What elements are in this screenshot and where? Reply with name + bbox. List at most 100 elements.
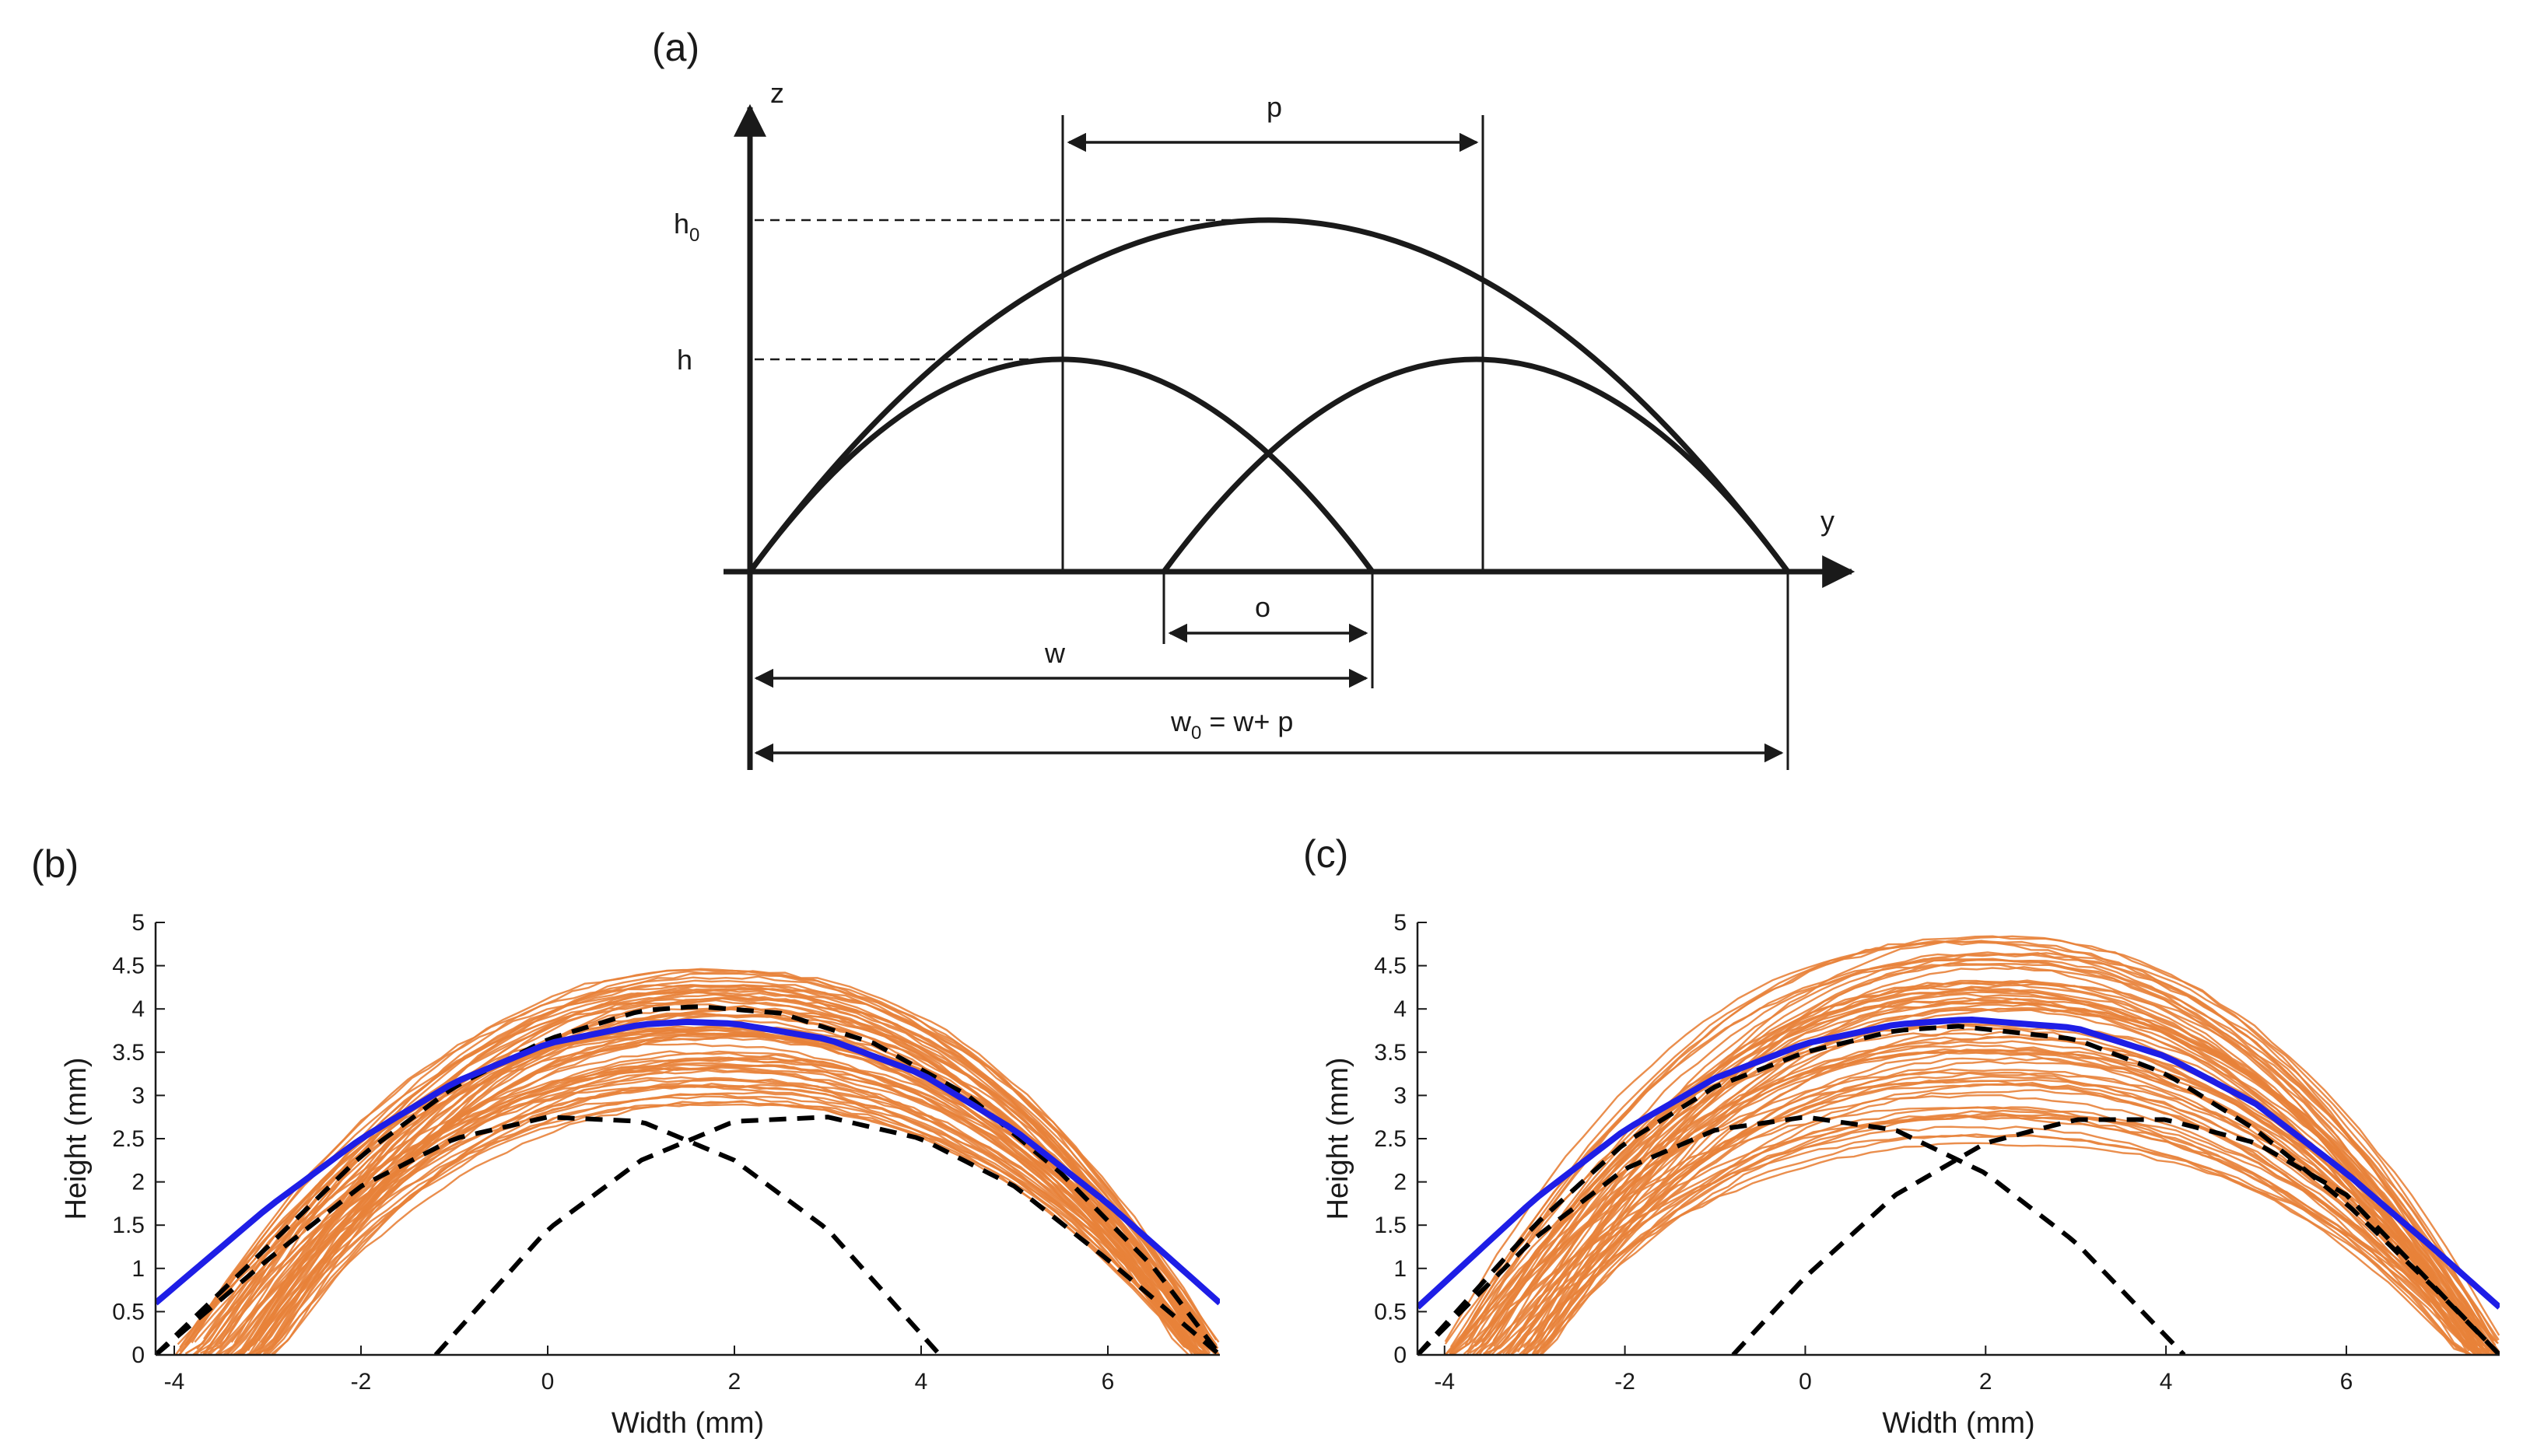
panel-b: (b) 0 0.5 1 1.5 2 2.5 3 3.5 4 4.5 5 -4 -2 0 2 4 6 Width (… (31, 842, 1220, 1440)
y-tick-label: 4 (131, 996, 145, 1022)
y-tick-label: 2.5 (1374, 1126, 1407, 1152)
x-tick-label: -4 (1434, 1369, 1455, 1395)
y-tick-label: 3 (131, 1083, 145, 1108)
y-tick-label: 1 (131, 1256, 145, 1282)
y-tick-label: 3 (1393, 1083, 1407, 1108)
measured-profile-line (217, 1084, 1190, 1355)
y-tick-label: 2.5 (112, 1126, 145, 1152)
model-dashed-line-2 (1731, 1117, 2500, 1355)
y-tick-label: 1 (1393, 1256, 1407, 1282)
panel-c-label: (c) (1303, 832, 1348, 876)
measured-profile-line (219, 993, 1211, 1354)
x-tick-label: 6 (2340, 1369, 2353, 1395)
w-label: w (1044, 637, 1066, 669)
fit-line (1417, 1016, 2500, 1310)
plot-area-b (156, 968, 1220, 1355)
measured-profile-line (1532, 1109, 2473, 1355)
x-axis-title: Width (mm) (611, 1407, 764, 1440)
measured-profile-line (208, 979, 1215, 1355)
x-tick-label: 6 (1102, 1369, 1115, 1395)
x-tick-label: 4 (2160, 1369, 2173, 1395)
measured-profile-line (255, 1078, 1194, 1355)
bead-right-curve (1162, 356, 1790, 574)
measured-profile-line (1486, 1044, 2482, 1355)
y-axis-title: Height (mm) (1322, 1057, 1354, 1220)
x-tick-label: 0 (541, 1369, 555, 1395)
model-dashed-line-2 (433, 1115, 1220, 1355)
model-dashed-line-0 (156, 1004, 1220, 1355)
y-tick-label: 5 (1393, 910, 1407, 936)
measured-profile-line (1523, 1060, 2486, 1355)
measured-profile-line (207, 968, 1193, 1355)
measured-profile-line (1495, 980, 2493, 1355)
measured-profile-line (203, 1062, 1216, 1355)
measured-profile-line (1542, 1114, 2470, 1355)
o-label: o (1255, 591, 1270, 623)
h-label: h (677, 344, 692, 376)
measured-profile-line (272, 987, 1211, 1355)
envelope-bead-curve (748, 217, 1790, 574)
fit-line (156, 1018, 1220, 1306)
measured-profile-line (1459, 998, 2497, 1355)
panel-a-label: (a) (652, 26, 699, 69)
y-tick-label: 5 (131, 910, 145, 936)
model-dashed-line-0 (1417, 1024, 2500, 1355)
measured-profile-line (1456, 957, 2495, 1355)
panel-a-diagram: (a) z y h0 h p o w w0 = w+ p (652, 26, 1855, 770)
y-tick-label: 3.5 (1374, 1040, 1407, 1066)
x-tick-label: -4 (164, 1369, 185, 1395)
measured-profile-line (1463, 988, 2478, 1355)
y-tick-label: 4.5 (1374, 954, 1407, 979)
bead-left-curve (748, 356, 1375, 574)
y-axis-label: y (1820, 505, 1834, 537)
measured-profile-line (1478, 982, 2480, 1355)
measured-profile-line (1469, 1048, 2500, 1354)
measured-profile-line (1541, 1089, 2476, 1355)
x-tick-label: -2 (351, 1369, 372, 1395)
y-tick-label: 3.5 (112, 1040, 145, 1066)
plot-area-c (1417, 935, 2500, 1355)
measured-profile-line (1483, 1142, 2495, 1355)
measured-profile-line (257, 984, 1197, 1354)
measured-profile-line (1531, 1083, 2479, 1355)
y-tick-label: 4.5 (112, 954, 145, 979)
measured-profile-line (1522, 979, 2469, 1355)
y-tick-label: 0 (131, 1342, 145, 1368)
x-tick-label: 2 (728, 1369, 741, 1395)
measured-profile-line (235, 970, 1207, 1355)
model-dashed-line-1 (156, 1115, 942, 1355)
measured-profile-line (247, 987, 1210, 1355)
measured-profile-line (1502, 954, 2496, 1355)
y-tick-label: 2 (1393, 1170, 1407, 1195)
panel-c: (c) 0 0.5 1 1.5 2 2.5 3 3.5 4 4.5 5 -4 -2 0 2 4 6 Width (… (1303, 832, 2500, 1440)
measured-profile-line (240, 1101, 1189, 1355)
measured-profile-line (238, 1083, 1217, 1355)
measured-profile-line (1536, 966, 2481, 1355)
panel-b-label: (b) (31, 842, 79, 886)
measured-profile-line (230, 1050, 1207, 1355)
x-tick-label: -2 (1614, 1369, 1635, 1395)
y-tick-label: 0.5 (112, 1299, 145, 1325)
x-tick-label: 2 (1979, 1369, 1992, 1395)
z-axis-label: z (770, 77, 784, 109)
y-tick-label: 0.5 (1374, 1299, 1407, 1325)
measured-profile-line (1449, 964, 2482, 1355)
y-tick-label: 0 (1393, 1342, 1407, 1368)
y-tick-label: 1.5 (112, 1213, 145, 1238)
x-tick-label: 4 (915, 1369, 928, 1395)
y-tick-label: 2 (131, 1170, 145, 1195)
y-tick-label: 4 (1393, 996, 1407, 1022)
x-tick-label: 0 (1799, 1369, 1812, 1395)
measured-profile-line (1539, 1007, 2490, 1355)
measured-profile-line (1523, 1078, 2485, 1355)
plot-c: 0 0.5 1 1.5 2 2.5 3 3.5 4 4.5 5 -4 -2 0 2 4 6 Width (mm) H… (1322, 910, 2500, 1440)
h0-label: h0 (674, 208, 699, 246)
x-axis-title: Width (mm) (1882, 1407, 2034, 1440)
measured-profile-line (1488, 951, 2488, 1355)
y-tick-label: 1.5 (1374, 1213, 1407, 1238)
measured-profile-line (1449, 940, 2491, 1355)
plot-b: 0 0.5 1 1.5 2 2.5 3 3.5 4 4.5 5 -4 -2 0 2 4 6 Width (mm) H… (60, 910, 1220, 1440)
model-dashed-line-1 (1417, 1115, 2186, 1355)
y-axis-title: Height (mm) (60, 1057, 93, 1220)
